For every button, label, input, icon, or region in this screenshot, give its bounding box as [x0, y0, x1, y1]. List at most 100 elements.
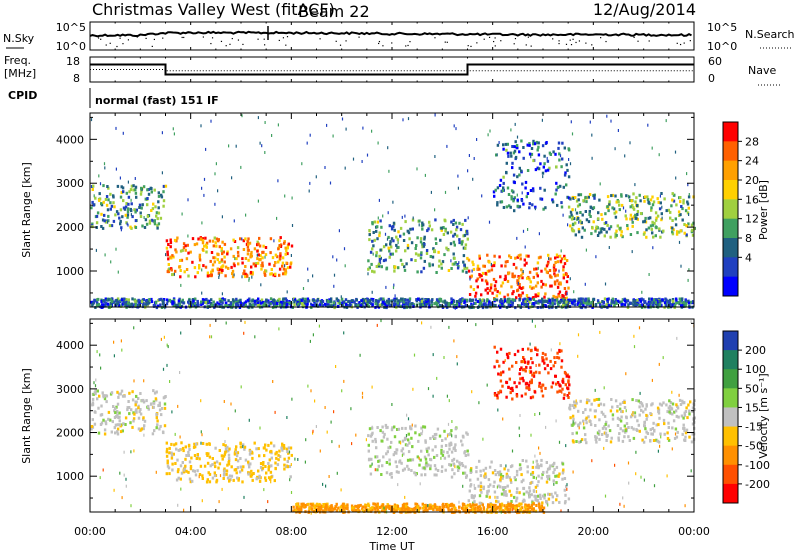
- nsearch-point: [444, 41, 446, 43]
- data-cell: [213, 304, 217, 308]
- data-cell: [157, 194, 161, 198]
- data-cell: [619, 427, 622, 431]
- data-cell: [324, 304, 328, 308]
- data-cell: [160, 193, 163, 197]
- data-cell: [98, 192, 101, 196]
- data-cell: [469, 505, 472, 508]
- data-cell: [518, 286, 521, 289]
- data-cell: [510, 500, 513, 503]
- data-cell: [147, 300, 150, 304]
- data-cell: [603, 234, 606, 238]
- data-cell: [163, 402, 167, 406]
- data-cell: [666, 431, 669, 435]
- data-cell: [497, 484, 500, 488]
- nsearch-point: [565, 43, 568, 45]
- data-cell: [290, 453, 293, 457]
- data-cell: [420, 270, 423, 274]
- data-cell: [511, 298, 514, 302]
- colorbar-segment: [723, 199, 738, 220]
- data-cell: [147, 404, 150, 408]
- data-cell: [267, 465, 270, 469]
- data-cell: [643, 420, 646, 424]
- data-cell: [429, 467, 432, 471]
- data-cell: [470, 274, 473, 278]
- scatter-cell: [434, 155, 436, 158]
- data-cell: [335, 509, 338, 513]
- data-cell: [531, 187, 535, 191]
- data-cell: [493, 365, 496, 369]
- data-cell: [555, 465, 559, 469]
- colorbar-segment: [723, 218, 738, 239]
- scatter-cell: [173, 132, 175, 136]
- data-cell: [223, 255, 226, 259]
- data-cell: [499, 472, 503, 476]
- data-cell: [168, 298, 171, 302]
- data-cell: [472, 288, 476, 291]
- data-cell: [189, 467, 193, 471]
- data-cell: [568, 391, 571, 395]
- data-cell: [509, 151, 512, 155]
- data-cell: [155, 416, 158, 420]
- data-cell: [278, 303, 282, 307]
- data-cell: [437, 264, 441, 268]
- data-cell: [520, 287, 523, 290]
- data-cell: [636, 231, 639, 235]
- nsearch-point: [569, 39, 571, 41]
- data-cell: [499, 303, 502, 307]
- data-cell: [303, 300, 307, 304]
- data-cell: [491, 471, 495, 475]
- data-cell: [619, 402, 622, 406]
- data-cell: [385, 461, 389, 464]
- data-cell: [236, 459, 240, 463]
- data-cell: [257, 242, 260, 246]
- scatter-cell: [345, 127, 347, 131]
- data-cell: [378, 459, 381, 463]
- data-cell: [553, 302, 556, 306]
- data-cell: [469, 478, 472, 482]
- data-cell: [529, 285, 532, 289]
- scatter-cell: [241, 237, 243, 241]
- data-cell: [311, 298, 315, 302]
- data-cell: [285, 299, 288, 303]
- data-cell: [171, 273, 174, 277]
- data-cell: [447, 454, 450, 458]
- scatter-cell: [130, 213, 132, 217]
- data-cell: [96, 298, 99, 302]
- data-cell: [562, 295, 565, 299]
- data-cell: [609, 235, 612, 239]
- data-cell: [93, 391, 96, 395]
- data-cell: [193, 469, 196, 473]
- data-cell: [424, 304, 427, 308]
- data-cell: [202, 264, 205, 268]
- data-cell: [546, 262, 550, 266]
- scatter-cell: [127, 223, 129, 227]
- data-cell: [287, 456, 291, 460]
- data-cell: [160, 297, 163, 301]
- data-cell: [644, 407, 647, 411]
- data-cell: [469, 471, 472, 474]
- data-cell: [515, 469, 519, 473]
- data-cell: [522, 146, 525, 149]
- data-cell: [620, 230, 623, 234]
- data-cell: [677, 230, 681, 234]
- data-cell: [573, 400, 576, 404]
- nsearch-point: [122, 43, 124, 45]
- data-cell: [567, 497, 571, 501]
- scatter-cell: [203, 193, 205, 197]
- scatter-cell: [651, 146, 653, 150]
- data-cell: [127, 301, 130, 305]
- data-cell: [532, 489, 536, 493]
- data-cell: [354, 508, 358, 512]
- data-cell: [616, 405, 619, 408]
- data-cell: [569, 416, 572, 420]
- data-cell: [462, 509, 465, 513]
- data-cell: [276, 302, 279, 305]
- data-cell: [208, 299, 211, 303]
- data-cell: [585, 200, 588, 204]
- data-cell: [102, 299, 105, 303]
- data-cell: [585, 421, 588, 425]
- data-cell: [228, 474, 232, 478]
- data-cell: [497, 391, 500, 395]
- scatter-cell: [181, 212, 183, 216]
- data-cell: [270, 456, 273, 460]
